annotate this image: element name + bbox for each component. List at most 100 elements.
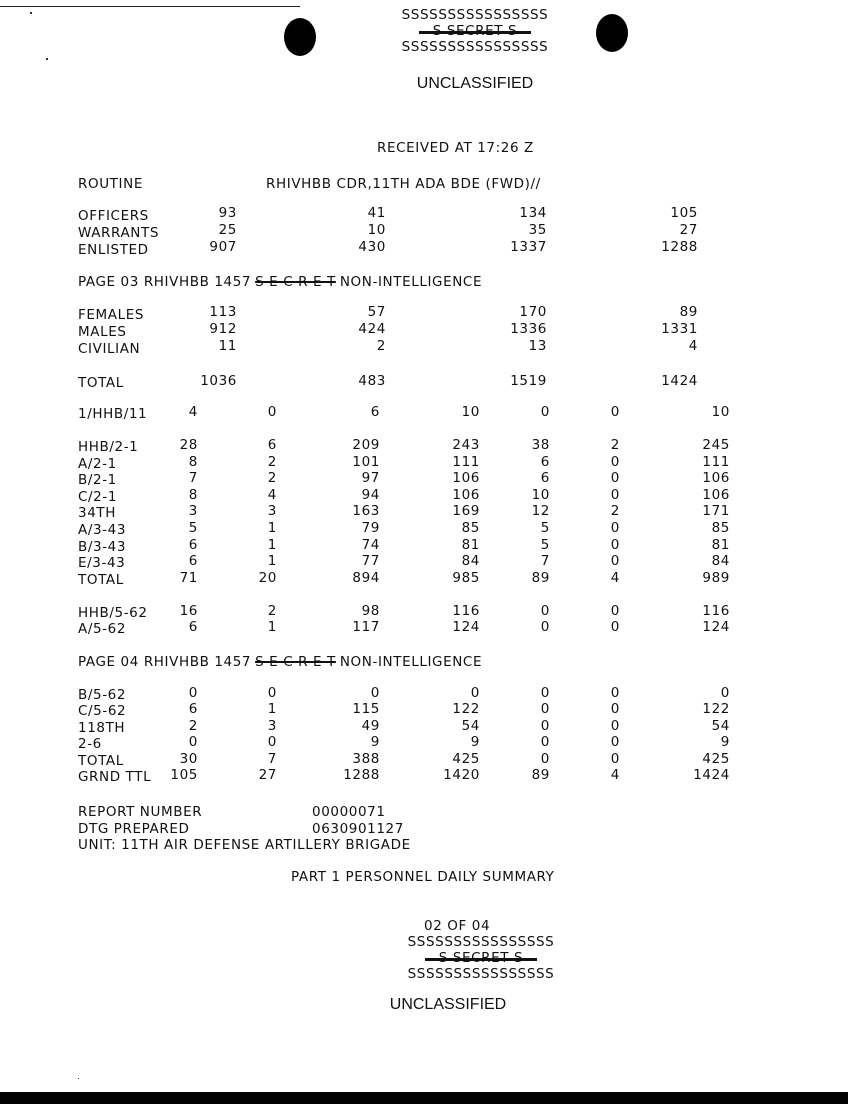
row-label: E/3-43	[78, 555, 126, 572]
cell-value: 97	[361, 470, 380, 487]
cell-value: 0	[610, 701, 620, 718]
row-label: HHB/5-62	[78, 605, 148, 621]
cell-value: 0	[267, 404, 277, 420]
cell-value: 117	[352, 619, 380, 635]
cell-value: 5	[540, 520, 550, 536]
cell-value: 0	[610, 520, 620, 536]
cell-value: 2	[376, 338, 386, 354]
struck-secret: S SECRET S	[424, 950, 538, 966]
cell-value: 7	[267, 750, 277, 767]
cell-value: 93	[218, 205, 237, 221]
cell-value: 4	[188, 404, 198, 420]
cell-value: 111	[452, 453, 480, 470]
row-label: 1/HHB/11	[78, 406, 148, 422]
received-time: RECEIVED AT 17:26 Z	[377, 140, 534, 156]
cell-value: 0	[610, 553, 620, 570]
row-label: C/2-1	[78, 488, 118, 505]
punch-hole	[596, 14, 628, 52]
cell-value: 6	[188, 619, 198, 635]
cell-value: 77	[361, 553, 380, 570]
s-line: SSSSSSSSSSSSSSSS	[407, 934, 555, 950]
cell-value: 2	[267, 603, 277, 619]
cell-value: 10	[531, 486, 550, 503]
struck-secret: S SECRET S	[418, 23, 532, 39]
cell-value: 25	[218, 222, 237, 238]
cell-value: 81	[711, 536, 730, 553]
cell-value: 170	[519, 304, 547, 320]
cell-value: 27	[258, 767, 277, 783]
cell-value: 89	[679, 304, 698, 320]
row-label: A/2-1	[78, 455, 117, 472]
cell-value: 106	[702, 486, 730, 503]
cell-value: 5	[188, 520, 198, 536]
cell-value: 98	[361, 603, 380, 619]
cell-value: 124	[702, 619, 730, 635]
cell-value: 10	[461, 404, 480, 420]
cell-value: 2	[267, 453, 277, 470]
cell-value: 7	[540, 553, 550, 570]
scan-speck	[46, 58, 48, 60]
page-header-page04: PAGE 04 RHIVHBB 1457 S E C R E T NON-INTEL…	[78, 654, 482, 670]
cell-value: 35	[528, 222, 547, 238]
cell-value: 2	[610, 503, 620, 520]
cell-value: 3	[188, 503, 198, 520]
cell-value: 79	[361, 520, 380, 536]
cell-value: 425	[702, 750, 730, 767]
cell-value: 171	[702, 503, 730, 520]
scan-speck	[30, 12, 32, 14]
cell-value: 5	[540, 536, 550, 553]
cell-value: 1	[267, 553, 277, 570]
cell-value: 28	[179, 437, 198, 453]
cell-value: 122	[702, 701, 730, 718]
cell-value: 30	[179, 750, 198, 767]
cell-value: 169	[452, 503, 480, 520]
row-label: 34TH	[78, 505, 116, 522]
cell-value: 4	[267, 486, 277, 503]
cell-value: 0	[540, 685, 550, 701]
s-line: SSSSSSSSSSSSSSSS	[401, 7, 549, 23]
cell-value: 1	[267, 536, 277, 553]
cell-value: 6	[188, 536, 198, 553]
cell-value: 89	[531, 767, 550, 783]
cell-value: 209	[352, 437, 380, 453]
cell-value: 8	[188, 453, 198, 470]
cell-value: 1424	[693, 767, 730, 783]
cell-value: 0	[610, 470, 620, 487]
cell-value: 388	[352, 750, 380, 767]
cell-value: 6	[540, 470, 550, 487]
cell-value: 989	[702, 569, 730, 586]
cell-value: 0	[610, 750, 620, 767]
cell-value: 6	[540, 453, 550, 470]
report-number: 00000071	[312, 804, 386, 820]
addressee: RHIVHBB CDR,11TH ADA BDE (FWD)//	[266, 176, 541, 192]
cell-value: 0	[610, 404, 620, 420]
row-label: MALES	[78, 324, 127, 340]
struck-secret: S E C R E T	[255, 274, 336, 290]
cell-value: 1424	[661, 373, 698, 389]
row-label: FEMALES	[78, 307, 144, 323]
cell-value: 0	[188, 685, 198, 701]
cell-value: 12	[531, 503, 550, 520]
cell-value: 1331	[661, 321, 698, 337]
cell-value: 0	[610, 734, 620, 751]
cell-value: 116	[452, 603, 480, 619]
row-label: B/5-62	[78, 687, 127, 703]
cell-value: 0	[188, 734, 198, 751]
cell-value: 0	[370, 685, 380, 701]
cell-value: 0	[267, 734, 277, 751]
cell-value: 1336	[510, 321, 547, 337]
cell-value: 81	[461, 536, 480, 553]
cell-value: 163	[352, 503, 380, 520]
cell-value: 105	[670, 205, 698, 221]
cell-value: 124	[452, 619, 480, 635]
page-prefix: PAGE 03 RHIVHBB 1457	[78, 274, 252, 290]
cell-value: 3	[267, 717, 277, 734]
cell-value: 115	[352, 701, 380, 718]
cell-value: 134	[519, 205, 547, 221]
cell-value: 4	[610, 569, 620, 586]
cell-value: 11	[218, 338, 237, 354]
cell-value: 3	[267, 503, 277, 520]
cell-value: 0	[540, 603, 550, 619]
cell-value: 27	[679, 222, 698, 238]
classification-top: UNCLASSIFIED	[416, 75, 534, 92]
